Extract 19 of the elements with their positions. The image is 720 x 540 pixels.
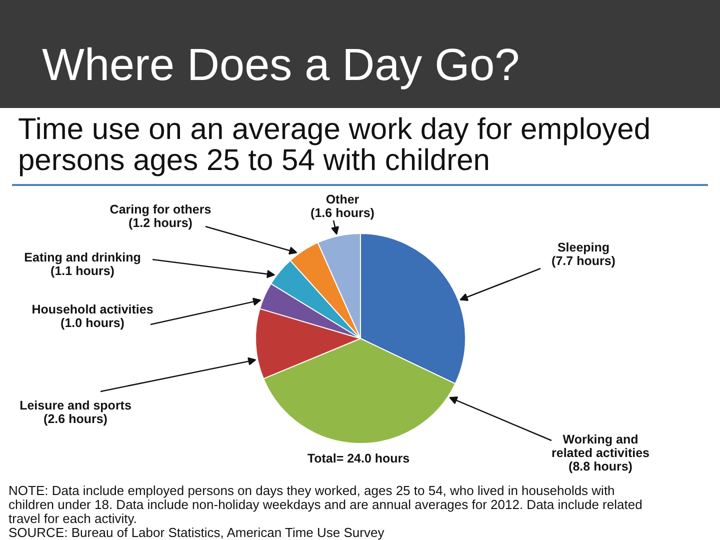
slice-label: Other [326,192,360,206]
data-label: (7.7 hours) [552,254,616,268]
data-label: (8.8 hours) [568,460,632,474]
data-label: (1.6 hours) [310,206,374,220]
slice-label: Leisure and sports [20,398,132,412]
slice-label: Eating and drinking [24,250,141,264]
data-label: (2.6 hours) [44,412,108,426]
source-note: SOURCE: Bureau of Labor Statistics, American Time Use Survey [8,525,385,540]
slice-label: Caring for others [110,202,212,216]
text: NOTE: Data include employed persons on days they worked, ages 25 to 54, who lived in households with children under 18. Data include non-holiday weekdays and are annual averages for 2012. Data include related travel for each activity. [8,483,642,526]
chart-subtitle: Time use on an average work day for employed persons ages 25 to 54 with children [12,108,708,186]
slice-label: Sleeping [557,240,610,254]
text: Total= 24.0 hours [307,452,410,466]
slice-label: Household activities [32,302,154,316]
chart-title: Where Does a Day Go? [0,0,720,108]
data-label: (1.1 hours) [50,264,114,278]
data-label: (1.0 hours) [60,316,124,330]
slice-label: Working and related activities [552,432,650,460]
data-label: (1.2 hours) [128,216,192,230]
